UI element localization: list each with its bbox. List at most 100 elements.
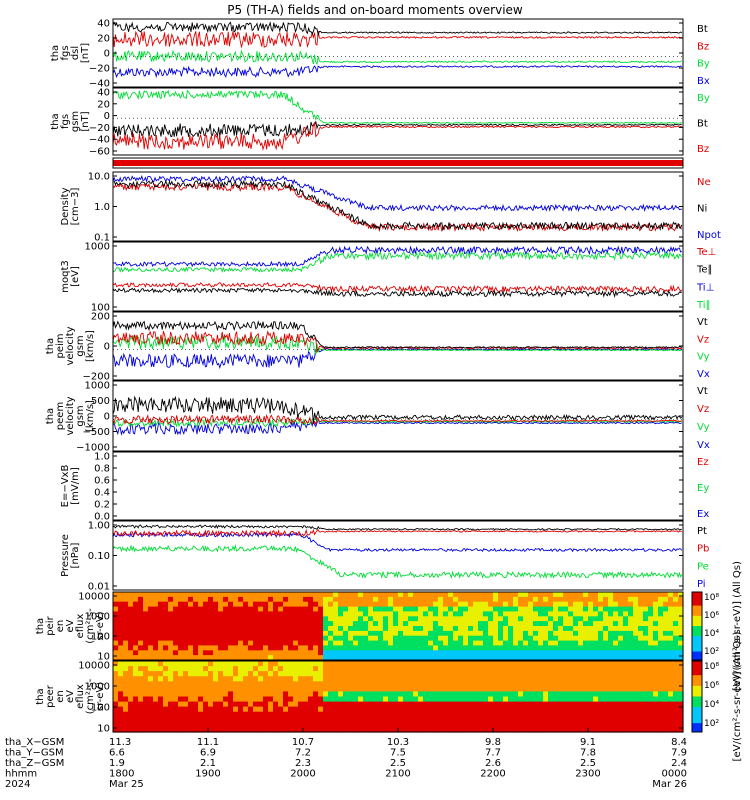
x-row-value: Mar 25 [109, 779, 144, 790]
density-series-black [112, 179, 683, 232]
y-tick-label: 100 [91, 303, 110, 314]
legend-Vy: Vy [697, 352, 710, 363]
x-row-value: 1900 [195, 769, 220, 780]
y-tick-label: 1000 [85, 242, 110, 253]
panel-frame [112, 18, 684, 88]
x-row-value: 8.4 [671, 737, 687, 748]
x-row-value: 6.6 [109, 748, 125, 759]
panel-density: 10.0 1.0 0.1 Density[cm−3] Ne Ni Npot [60, 171, 721, 244]
x-row-value: 2300 [575, 769, 600, 780]
y-tick-label: 100 [91, 703, 110, 714]
y-axis-label: thafgsgsm[nT] [50, 111, 91, 132]
y-tick-label: 0.10 [88, 551, 110, 562]
x-row-value: 9.1 [580, 737, 596, 748]
y-tick-label: 500 [91, 396, 110, 407]
panel-peem: 1000 500 0 −500 −1000 thapeemvelocitygsm[km/s… [45, 380, 710, 454]
legend-Vt: Vt [697, 317, 708, 328]
legend-Pe: Pe [697, 561, 709, 572]
y-tick-label: 10000 [78, 592, 110, 603]
y-tick-label: 0.1 [94, 233, 110, 244]
legend-Bx: Bx [697, 76, 710, 87]
y-tick-label: −40 [89, 79, 110, 90]
legend-By: By [697, 59, 710, 70]
pressure-series-black [113, 524, 682, 531]
legend-Bt: Bt [697, 24, 708, 35]
colorbar-tick: 10⁸ [704, 662, 719, 672]
colorbar-tick: 10⁸ [704, 593, 719, 603]
legend-Vx: Vx [697, 440, 710, 451]
x-row-value: 7.9 [671, 748, 687, 759]
y-axis-label: E=−VxB[mV/m] [60, 465, 81, 508]
legend-Vy: Vy [697, 422, 710, 433]
x-row-name: tha_X−GSM [5, 737, 64, 748]
y-tick-label: 0.6 [94, 476, 110, 487]
y-tick-label: 0.8 [94, 464, 110, 475]
colorbar-tick: 10⁴ [704, 700, 719, 710]
y-tick-label: 1000 [85, 612, 110, 623]
x-row-value: 2.4 [671, 758, 687, 769]
panel-peer: 10000 1000 100 10 thapeereneVeflux(cm²-s-sr-… [35, 660, 684, 735]
colorbar-1: 10⁸ 10⁶ 10⁴ 10² [eV/(cm²-s-sr-eV)] (All Qs) [691, 561, 743, 691]
legend-Pb: Pb [697, 544, 709, 555]
legend-Bz: Bz [697, 41, 709, 52]
panels-group: 40200−20−40thafgsdsl[nT]BtBzByBx40200−20… [35, 18, 743, 762]
y-tick-label: 0 [104, 412, 110, 423]
panel-frame [112, 157, 684, 169]
plot-title: P5 (TH-A) fields and on-board moments ov… [227, 3, 523, 17]
y-tick-label: 10.0 [88, 172, 110, 183]
x-row-value: 2000 [290, 769, 315, 780]
y-tick-label: 1.00 [88, 521, 110, 532]
y-tick-label: −1000 [76, 443, 110, 454]
panel-frame [112, 87, 684, 156]
legend-Ti⊥: Ti⊥ [696, 282, 714, 293]
colorbar-2: 10⁸ 10⁶ 10⁴ 10² [eV/(cm²-s-sr-eV)] (All Qs) [691, 631, 743, 762]
y-tick-label: 20 [97, 99, 110, 110]
y-axis-label: thapeemvelocitygsm[km/s] [45, 396, 96, 435]
fgs-dsl-series-green [112, 49, 682, 66]
panel-frame [112, 380, 684, 452]
fgs-dsl-series-black [112, 21, 683, 37]
y-tick-label: 100 [91, 632, 110, 643]
legend-Ex: Ex [697, 509, 709, 520]
x-row-value: 7.5 [390, 748, 406, 759]
panel-flag [112, 157, 684, 169]
panel-frame [112, 311, 684, 381]
y-axis-label: Density[cm−3] [60, 187, 81, 225]
legend-Vx: Vx [697, 369, 710, 380]
legend-Ey: Ey [697, 483, 709, 494]
legend-Vt: Vt [697, 386, 708, 397]
y-axis-label: thapeimvelocitygsm[km/s] [45, 326, 96, 365]
panel-temp: 1000 100 moqt3[eV] Te⊥ Te∥ Ti⊥ Ti∥ [60, 241, 716, 314]
colorbar-tick: 10⁶ [704, 681, 719, 691]
panel-frame [112, 591, 684, 661]
y-tick-label: 0.4 [94, 488, 110, 499]
colorbar-tick: 10² [704, 647, 719, 657]
x-row-name: 2024 [5, 779, 30, 790]
x-row-value: 2.5 [390, 758, 406, 769]
pressure-series-green [112, 544, 683, 580]
y-tick-label: −20 [89, 64, 110, 75]
y-axis-label: Pressure[nPa] [60, 534, 81, 577]
y-tick-label: −500 [83, 427, 110, 438]
y-tick-label: 10 [97, 724, 110, 735]
legend-Te∥: Te∥ [696, 265, 713, 276]
y-tick-label: −20 [89, 123, 110, 134]
legend-Ne: Ne [697, 177, 711, 188]
legend-Vz: Vz [697, 334, 709, 345]
temp-series-green [112, 251, 683, 273]
legend-Ez: Ez [697, 457, 709, 468]
x-row-value: 11.1 [197, 737, 219, 748]
legend-Bt: Bt [697, 119, 708, 130]
colorbar-tick: 10⁴ [704, 629, 719, 639]
y-tick-label: −200 [83, 372, 110, 383]
legend-Ti∥: Ti∥ [696, 300, 711, 311]
y-tick-label: 0.0 [94, 512, 110, 523]
y-tick-label: 0 [104, 49, 110, 60]
y-axis-label: thapeireneVeflux(cm²-s-sr-eV) [35, 608, 106, 644]
panel-peim: 200 0 −200 thapeimvelocitygsm[km/s] Vt Vz Vy Vx [45, 311, 710, 383]
pressure-series-blue [112, 531, 683, 553]
colorbar-tick: 10⁶ [704, 611, 719, 621]
x-row-value: 9.8 [485, 737, 501, 748]
y-axis-label: moqt3[eV] [60, 260, 81, 293]
peem-series-red [112, 413, 682, 426]
